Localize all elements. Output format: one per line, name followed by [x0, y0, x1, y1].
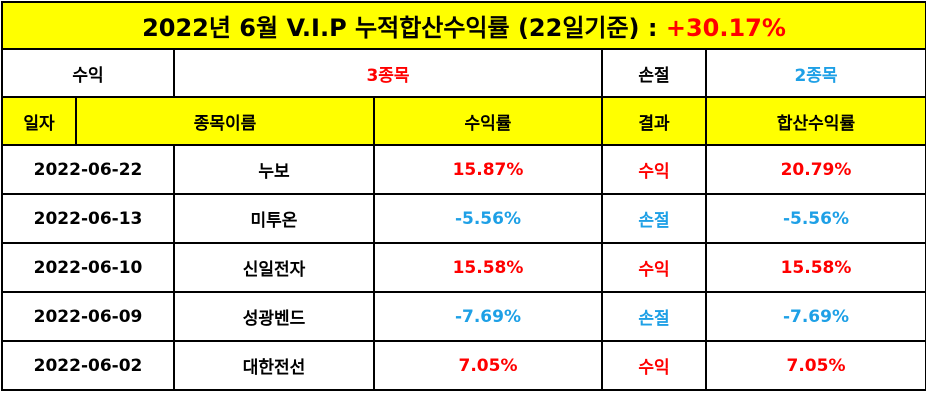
- date-cell: 2022-06-10: [1, 242, 175, 293]
- header-date: 일자: [1, 96, 77, 146]
- cumulative-return-cell: -7.69%: [705, 291, 926, 342]
- return-rate-cell: -5.56%: [373, 193, 603, 244]
- cumulative-return-cell: 15.58%: [705, 242, 926, 293]
- table-row: 2022-06-13 미투온 -5.56% 손절 -5.56%: [1, 193, 926, 244]
- return-rate-cell: 15.87%: [373, 144, 603, 195]
- stock-name-cell: 신일전자: [173, 242, 375, 293]
- table-row: 2022-06-22 누보 15.87% 수익 20.79%: [1, 144, 926, 195]
- result-cell: 수익: [601, 242, 707, 293]
- title-row: 2022년 6월 V.I.P 누적합산수익률 (22일기준) : +30.17%: [1, 1, 926, 50]
- summary-row: 수익 3종목 손절 2종목: [1, 48, 926, 98]
- result-cell: 수익: [601, 144, 707, 195]
- table-row: 2022-06-10 신일전자 15.58% 수익 15.58%: [1, 242, 926, 293]
- return-rate-cell: -7.69%: [373, 291, 603, 342]
- return-rate-cell: 15.58%: [373, 242, 603, 293]
- return-rate-cell: 7.05%: [373, 340, 603, 391]
- cumulative-return-cell: 7.05%: [705, 340, 926, 391]
- summary-profit-label: 수익: [1, 48, 175, 98]
- stock-name-cell: 대한전선: [173, 340, 375, 391]
- header-row: 일자 종목이름 수익률 결과 합산수익률: [1, 96, 926, 146]
- header-result: 결과: [601, 96, 707, 146]
- stock-name-cell: 누보: [173, 144, 375, 195]
- title-text: 2022년 6월 V.I.P 누적합산수익률 (22일기준) :: [142, 14, 666, 42]
- cumulative-return-cell: -5.56%: [705, 193, 926, 244]
- header-return-rate: 수익률: [373, 96, 603, 146]
- summary-loss-count: 2종목: [705, 48, 926, 98]
- result-cell: 수익: [601, 340, 707, 391]
- result-cell: 손절: [601, 291, 707, 342]
- header-cumulative-return: 합산수익률: [705, 96, 926, 146]
- summary-profit-count: 3종목: [173, 48, 603, 98]
- date-cell: 2022-06-22: [1, 144, 175, 195]
- date-cell: 2022-06-13: [1, 193, 175, 244]
- title-total-return: +30.17%: [665, 14, 786, 42]
- result-cell: 손절: [601, 193, 707, 244]
- summary-loss-label: 손절: [601, 48, 707, 98]
- stock-name-cell: 미투온: [173, 193, 375, 244]
- date-cell: 2022-06-02: [1, 340, 175, 391]
- stock-name-cell: 성광벤드: [173, 291, 375, 342]
- title-cell: 2022년 6월 V.I.P 누적합산수익률 (22일기준) : +30.17%: [1, 1, 926, 50]
- date-cell: 2022-06-09: [1, 291, 175, 342]
- table-row: 2022-06-02 대한전선 7.05% 수익 7.05%: [1, 340, 926, 391]
- table-row: 2022-06-09 성광벤드 -7.69% 손절 -7.69%: [1, 291, 926, 342]
- header-stock-name: 종목이름: [75, 96, 375, 146]
- cumulative-return-cell: 20.79%: [705, 144, 926, 195]
- returns-table: 2022년 6월 V.I.P 누적합산수익률 (22일기준) : +30.17%…: [1, 1, 926, 391]
